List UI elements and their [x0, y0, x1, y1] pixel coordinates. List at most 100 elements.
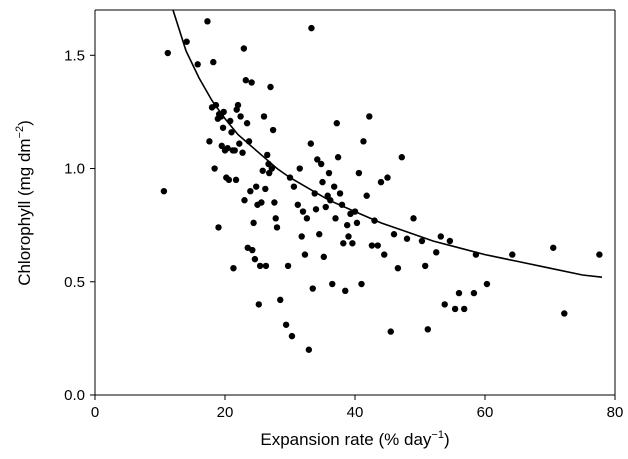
data-point [437, 233, 444, 240]
data-point [282, 321, 290, 328]
data-point [234, 101, 242, 109]
plot-area [94, 9, 616, 396]
data-point [344, 221, 351, 229]
data-point [251, 255, 259, 263]
data-point [509, 251, 516, 258]
data-point [303, 215, 311, 222]
data-point [363, 192, 370, 199]
data-point [312, 206, 320, 213]
data-point [247, 187, 254, 195]
data-point [358, 280, 365, 288]
data-point [264, 151, 271, 159]
data-point [333, 120, 340, 127]
data-point [218, 142, 225, 150]
data-point [296, 165, 303, 172]
data-point [250, 219, 257, 227]
data-point [253, 183, 260, 190]
y-tick-label: 1.0 [64, 161, 85, 178]
data-point [232, 176, 240, 184]
data-point [394, 264, 402, 272]
data-point [461, 305, 468, 313]
data-point [336, 190, 344, 197]
data-point [258, 199, 265, 206]
data-point [319, 178, 326, 186]
data-point [309, 285, 316, 292]
data-point [325, 169, 333, 177]
data-point [204, 18, 211, 25]
data-point [374, 242, 381, 249]
data-point [316, 231, 323, 238]
data-point [183, 38, 190, 45]
data-point [211, 165, 218, 172]
data-point [294, 201, 301, 208]
data-point [307, 140, 314, 147]
data-point [483, 280, 491, 288]
data-points [160, 18, 603, 353]
data-point [398, 154, 405, 161]
data-point [332, 215, 339, 222]
data-point [224, 144, 231, 152]
data-point [331, 183, 338, 190]
data-point [550, 244, 557, 251]
data-point [228, 129, 235, 136]
data-point [239, 149, 246, 156]
data-point [403, 235, 411, 242]
data-point [418, 237, 426, 245]
x-tick-label: 20 [217, 404, 234, 421]
data-point [470, 289, 478, 297]
data-point [231, 147, 238, 154]
data-point [387, 328, 394, 335]
data-point [249, 246, 256, 254]
data-point [284, 262, 292, 270]
data-point [355, 169, 363, 177]
data-point [377, 178, 385, 186]
data-point [225, 176, 233, 184]
data-point [194, 61, 201, 68]
x-tick-label: 40 [347, 404, 364, 421]
data-point [353, 219, 361, 227]
y-tick-label: 1.5 [64, 47, 85, 64]
data-point [277, 296, 284, 304]
data-point [381, 251, 388, 258]
data-point [269, 126, 277, 134]
data-point [368, 242, 376, 249]
data-point [410, 215, 417, 222]
data-point [299, 208, 307, 215]
fit-curve-group [172, 9, 603, 278]
data-point [259, 167, 266, 174]
data-point [384, 174, 391, 181]
data-point [441, 301, 448, 308]
x-axis-label: Expansion rate (% day−1) [260, 429, 449, 449]
data-point [240, 45, 248, 52]
data-point [288, 332, 296, 340]
data-point [334, 154, 342, 161]
data-point [301, 251, 309, 258]
data-point [390, 231, 398, 238]
x-tick-label: 0 [91, 404, 99, 421]
data-point [243, 120, 251, 127]
data-point [349, 240, 356, 247]
data-point [305, 346, 313, 353]
data-point [455, 289, 463, 297]
data-point [340, 240, 347, 247]
y-ticks: 0.0 0.5 1.0 1.5 [64, 47, 95, 404]
y-axis-label: Chlorophyll (mg dm−2) [14, 120, 34, 286]
data-point [433, 249, 440, 256]
data-point [360, 138, 367, 145]
data-point [267, 83, 274, 91]
data-point [248, 79, 255, 86]
data-point [322, 203, 329, 211]
x-tick-label: 80 [607, 404, 624, 421]
data-point [273, 224, 281, 231]
data-point [308, 24, 315, 32]
data-point [256, 262, 264, 270]
data-point [342, 287, 349, 295]
data-point [230, 264, 237, 272]
data-point [164, 49, 171, 57]
data-point [366, 113, 373, 120]
data-point [298, 233, 305, 240]
data-point [160, 187, 168, 195]
fit-curve [172, 9, 603, 278]
data-point [219, 124, 227, 131]
